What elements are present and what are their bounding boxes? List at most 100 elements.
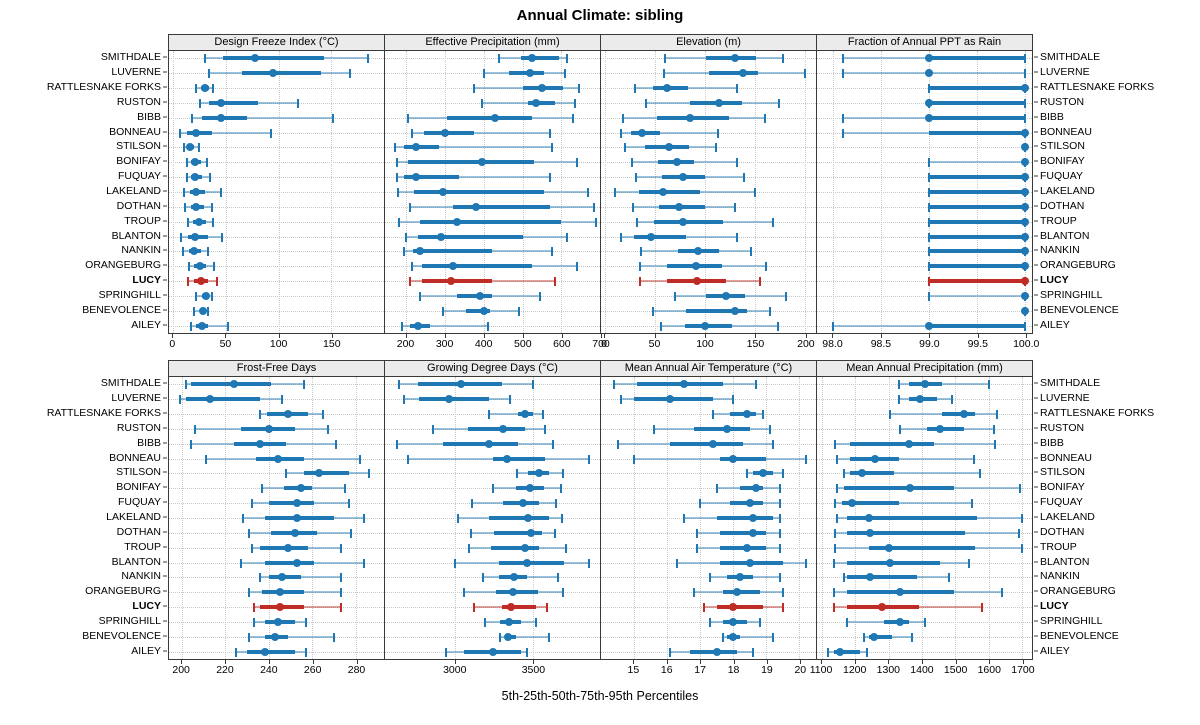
station-tick	[1034, 175, 1038, 177]
axis-tick-label: 98.5	[870, 338, 892, 350]
median-dot	[197, 321, 206, 330]
median-dot	[731, 54, 739, 63]
median-dot	[273, 454, 282, 463]
median-dot	[1021, 232, 1030, 241]
panel-x-axis: 200 220 240 260 280	[168, 660, 385, 680]
median-dot	[293, 499, 302, 508]
station-tick	[1034, 56, 1038, 58]
axis-tick	[800, 660, 802, 664]
median-dot	[477, 158, 486, 167]
whisker-5th-95th	[836, 457, 974, 460]
station-label: BIBB	[137, 110, 161, 123]
whisker-cap	[971, 499, 973, 509]
gutter-label-area: SMITHDALE LUVERNE RATTLESNAKE FORKS RUSTON B…	[1033, 50, 1197, 332]
whisker-cap	[1001, 588, 1003, 598]
median-dot	[510, 573, 519, 582]
whisker-cap	[339, 543, 342, 553]
median-dot	[448, 262, 457, 271]
whisker-cap	[304, 647, 307, 657]
whisker-cap	[674, 291, 676, 301]
whisker-cap	[473, 84, 476, 94]
iqr-bar-25th-75th	[421, 279, 492, 284]
gridline-horizontal	[601, 488, 816, 490]
gridline-horizontal	[817, 251, 1032, 253]
whisker-cap	[782, 54, 784, 64]
median-dot	[896, 617, 905, 626]
axis-tick-label: 240	[260, 664, 278, 676]
whisker-cap	[841, 69, 844, 79]
iqr-bar-25th-75th	[419, 219, 562, 224]
station-label: AILEY	[131, 644, 161, 657]
axis-tick	[929, 334, 931, 338]
axis-tick	[654, 334, 656, 338]
station-tick	[163, 382, 167, 384]
iqr-bar-25th-75th	[443, 441, 519, 446]
station-tick	[1034, 235, 1038, 237]
gridline-horizontal	[169, 266, 384, 268]
station-label: LUVERNE	[111, 392, 161, 404]
whisker-cap	[832, 321, 835, 331]
axis-tick-label: 1300	[876, 664, 901, 676]
whisker-cap	[188, 262, 191, 272]
whisker-cap	[220, 232, 223, 242]
station-label: BLANTON	[1040, 555, 1090, 568]
whisker-cap	[239, 558, 242, 568]
median-dot	[437, 232, 446, 241]
station-label: DOTHAN	[116, 525, 161, 538]
whisker-cap	[588, 454, 591, 464]
gridline-horizontal	[169, 177, 384, 179]
median-dot	[216, 113, 225, 122]
median-dot	[216, 98, 225, 107]
iqr-bar-25th-75th	[452, 204, 550, 209]
axis-tick	[977, 334, 979, 338]
whisker-cap	[498, 54, 501, 64]
station-tick	[163, 249, 167, 251]
whisker-5th-95th	[191, 324, 228, 327]
whisker-cap	[343, 484, 346, 494]
axis-tick-label: 100	[696, 338, 714, 350]
median-dot	[858, 469, 866, 478]
median-dot	[673, 158, 681, 167]
whisker-cap	[195, 291, 198, 301]
median-dot	[722, 291, 730, 300]
gridline-horizontal	[817, 414, 1032, 416]
station-tick	[1034, 620, 1038, 622]
station-label: BONIFAY	[116, 481, 161, 494]
median-dot	[535, 469, 544, 478]
whisker-cap	[482, 69, 485, 79]
whisker-cap	[405, 232, 408, 242]
median-dot	[284, 410, 293, 419]
median-dot	[1021, 291, 1030, 300]
whisker-cap	[745, 469, 748, 479]
station-tick	[1034, 516, 1038, 518]
median-dot	[293, 514, 302, 522]
axis-tick-label: 98.0	[822, 338, 843, 350]
iqr-bar-25th-75th	[466, 308, 490, 313]
median-dot	[925, 321, 934, 330]
median-dot	[742, 543, 751, 552]
whisker-cap	[535, 617, 538, 627]
whisker-cap	[911, 632, 913, 642]
station-tick	[1034, 324, 1038, 326]
axis-tick	[733, 660, 735, 664]
median-dot	[314, 469, 323, 478]
station-tick	[163, 561, 167, 563]
axis-tick-label: 19	[761, 664, 773, 676]
whisker-cap	[772, 439, 774, 449]
whisker-cap	[772, 632, 774, 642]
whisker-cap	[564, 69, 567, 79]
station-label: FUQUAY	[118, 169, 161, 182]
station-label: BENEVOLENCE	[82, 303, 161, 316]
iqr-bar-25th-75th	[670, 441, 744, 446]
whisker-cap	[407, 113, 410, 123]
whisker-cap	[227, 321, 230, 331]
bottom-panel-row: SMITHDALE LUVERNE RATTLESNAKE FORKS RUSTON B…	[0, 360, 1200, 680]
station-labels-left: SMITHDALE LUVERNE RATTLESNAKE FORKS RUSTON B…	[0, 34, 168, 354]
station-tick	[1034, 205, 1038, 207]
whisker-cap	[190, 321, 193, 331]
station-label: NANKIN	[121, 244, 161, 257]
gridline-horizontal	[385, 88, 600, 90]
panel-header: Mean Annual Air Temperature (°C)	[600, 360, 817, 377]
iqr-bar-25th-75th	[264, 560, 315, 565]
median-dot	[749, 528, 758, 537]
